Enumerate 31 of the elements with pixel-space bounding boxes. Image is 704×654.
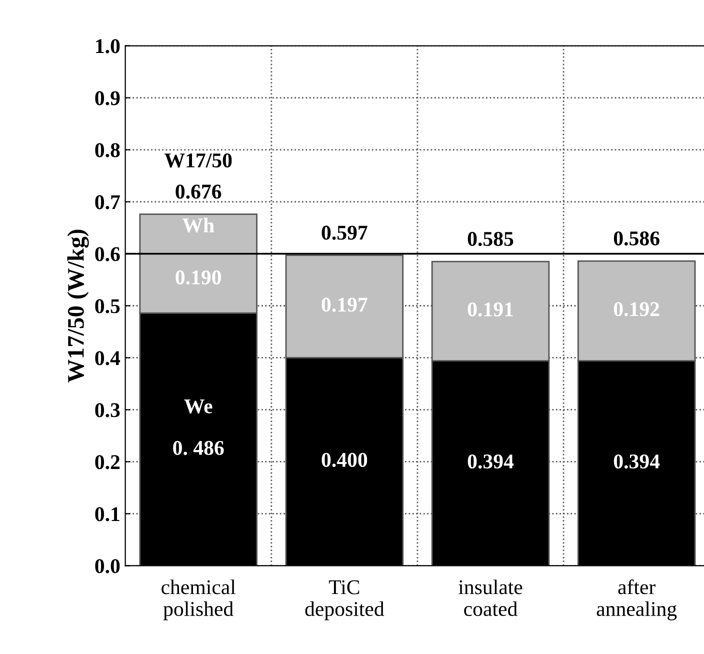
data-label: 0. 486 bbox=[173, 440, 224, 456]
data-label: 0.394 bbox=[614, 454, 660, 469]
x-tick-label: chemical polished bbox=[162, 580, 236, 620]
data-label: 0.197 bbox=[322, 298, 368, 312]
total-label: 0.676 bbox=[176, 184, 222, 199]
text: 1.0 bbox=[96, 39, 120, 54]
total-label: 0.586 bbox=[614, 231, 660, 246]
data-label: 0.190 bbox=[176, 270, 221, 285]
text: 0.2 bbox=[95, 455, 120, 470]
data-label: 0.192 bbox=[614, 302, 660, 316]
x-tick-label: after annealing bbox=[596, 579, 677, 620]
text: 0.1 bbox=[95, 507, 120, 522]
series-label: Wh bbox=[182, 218, 214, 233]
total-label: 0.597 bbox=[322, 226, 368, 240]
series-label: We bbox=[184, 400, 212, 414]
text: 0.5 bbox=[95, 299, 120, 314]
y-axis-title: W17/50 (W/kg) bbox=[67, 230, 89, 382]
data-label: 0.394 bbox=[468, 454, 514, 469]
text: 0.0 bbox=[95, 559, 120, 574]
text: 0.3 bbox=[95, 403, 120, 418]
text: 0.4 bbox=[95, 351, 120, 366]
data-label: 0.400 bbox=[322, 452, 368, 468]
data-label: 0.191 bbox=[468, 302, 513, 317]
text: 0.6 bbox=[95, 247, 120, 262]
text: 0.9 bbox=[95, 91, 120, 106]
text: 0.7 bbox=[95, 195, 120, 210]
total-label: 0.585 bbox=[468, 232, 514, 246]
x-tick-label: TiC deposited bbox=[305, 580, 384, 620]
x-tick-label: insulate coated bbox=[458, 580, 522, 616]
text: 0.8 bbox=[95, 143, 120, 158]
annotation: W17/50 bbox=[164, 153, 232, 168]
